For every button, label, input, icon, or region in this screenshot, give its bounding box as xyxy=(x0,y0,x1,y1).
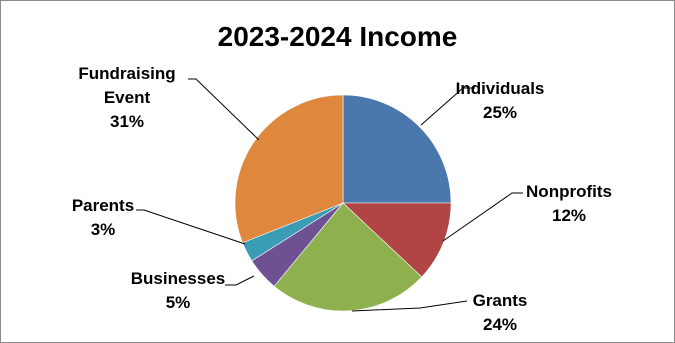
chart-title: 2023-2024 Income xyxy=(217,21,458,52)
data-label-nonprofits: Nonprofits 12% xyxy=(526,182,612,225)
data-label-fundraising-event: Fundraising Event 31% xyxy=(78,64,175,131)
pie-slice-grants xyxy=(273,202,423,312)
leader-line-individuals xyxy=(420,87,475,126)
data-label-businesses: Businesses 5% xyxy=(131,269,226,312)
data-label-individuals: Individuals 25% xyxy=(456,79,545,122)
leader-line-businesses xyxy=(225,275,255,286)
leader-line-fundraising-event xyxy=(188,78,260,141)
pie-slice-fundraising-event xyxy=(234,94,344,244)
leader-line-nonprofits xyxy=(442,192,523,242)
pie-slice-individuals xyxy=(342,94,452,204)
data-label-parents: Parents 3% xyxy=(72,196,134,239)
data-label-grants: Grants 24% xyxy=(473,291,528,334)
leader-line-grants xyxy=(351,300,468,312)
pie-slice-nonprofits xyxy=(342,202,452,278)
leader-line-parents xyxy=(136,209,246,245)
